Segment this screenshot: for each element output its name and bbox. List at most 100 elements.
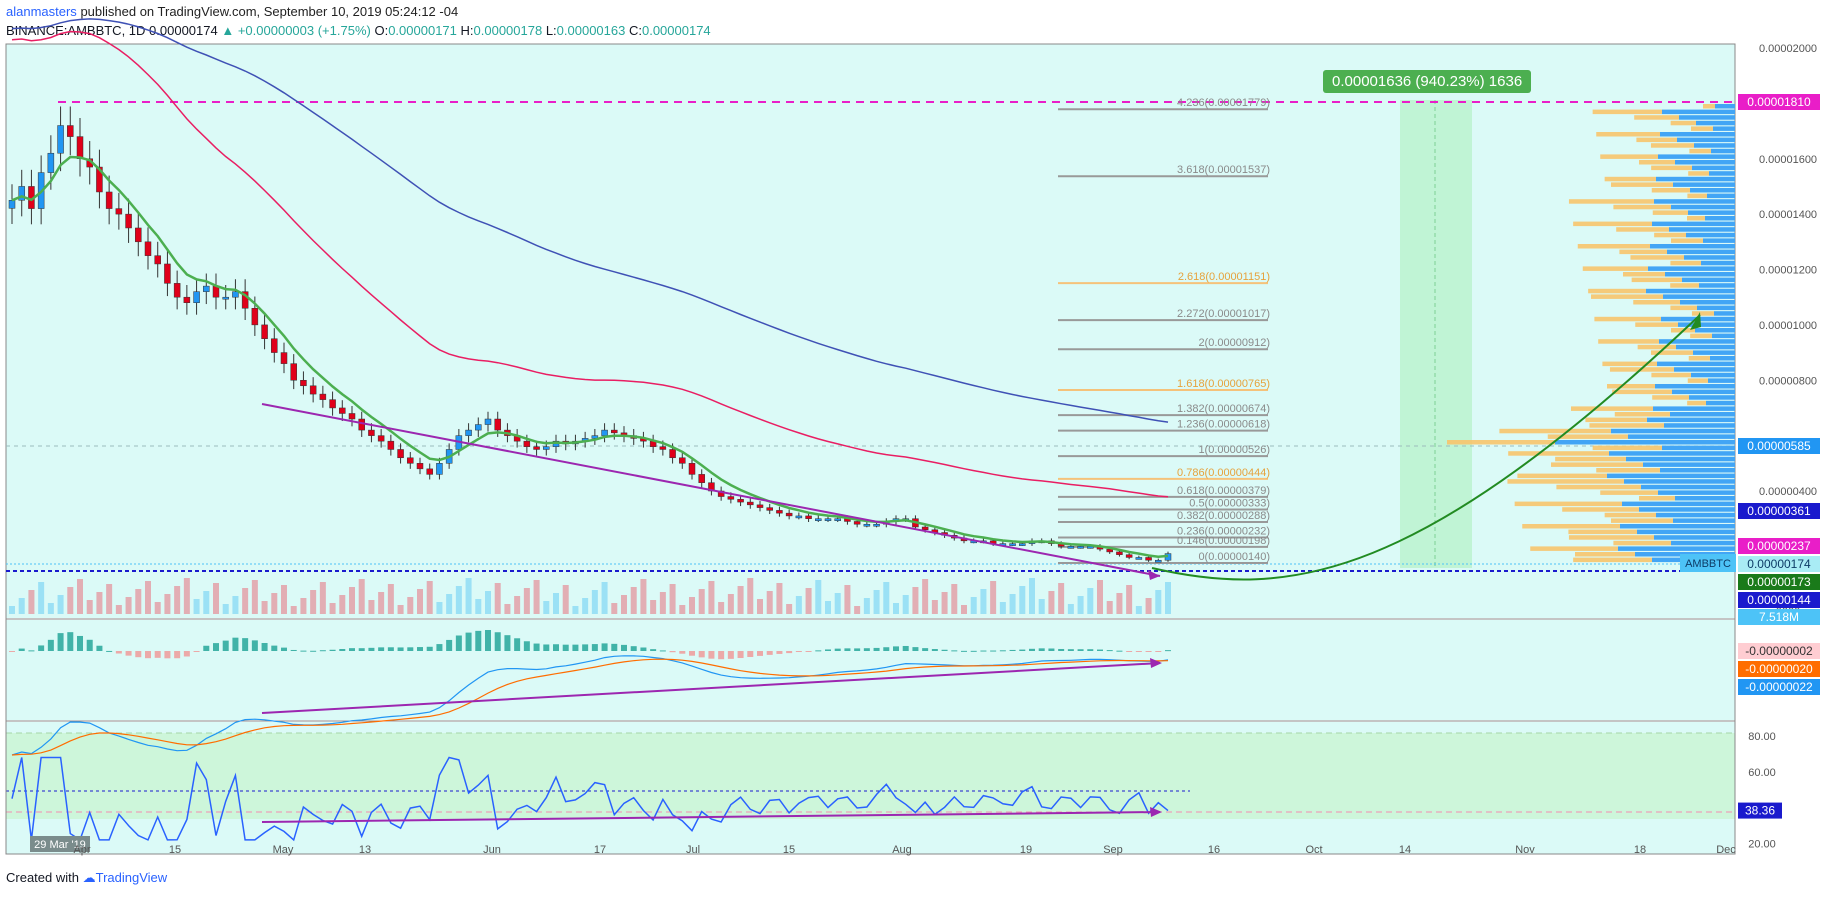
profile-bar-gold [1670, 305, 1697, 311]
macd-histogram-bar [795, 651, 802, 653]
volume-bar [222, 604, 229, 614]
candle-body [377, 435, 385, 442]
price-tick: 0.00001400 [1759, 209, 1817, 221]
volume-bar [203, 591, 210, 614]
price-label: 0.00000237 [1747, 539, 1811, 553]
profile-bar-blue [1706, 400, 1735, 406]
volume-bar [18, 598, 25, 614]
price-label-bg [1738, 503, 1820, 519]
volume-bar [553, 593, 559, 614]
profile-bar-gold [1600, 490, 1658, 495]
volume-bar [873, 590, 880, 614]
fib-label: 4.236(0.00001779) [1177, 97, 1270, 109]
macd-histogram-bar [718, 651, 725, 660]
macd-histogram-bar [193, 651, 200, 652]
profile-bar-blue [1713, 126, 1735, 131]
profile-bar-blue [1647, 417, 1735, 423]
macd-histogram-bar [1077, 649, 1084, 651]
macd-histogram-bar [38, 645, 45, 651]
volume-bar [543, 601, 550, 614]
author-link[interactable]: alanmasters [6, 4, 77, 19]
profile-bar-blue [1622, 501, 1735, 507]
time-cursor-label: 29 Mar '19 [34, 839, 86, 851]
tradingview-link[interactable]: TradingView [95, 870, 168, 885]
ema-mid-line [11, 30, 1169, 498]
profile-bar-blue [1657, 361, 1735, 367]
profile-bar-gold [1639, 496, 1675, 501]
profile-bar-blue [1611, 428, 1735, 434]
candle-body [688, 463, 696, 475]
volume-bar [961, 605, 967, 614]
profile-bar-gold [1687, 193, 1707, 199]
macd-histogram-bar [154, 651, 161, 658]
macd-histogram-bar [1126, 651, 1133, 652]
macd-histogram-bar [543, 644, 550, 651]
macd-histogram-bar [961, 650, 967, 652]
price-chart[interactable]: 4.236(0.00001779) 3.618(0.00001537) 2.618(… [0, 0, 1828, 860]
volume-bar [893, 603, 899, 614]
volume-bar [281, 585, 287, 614]
macd-histogram-bar [747, 651, 754, 657]
close-value: 0.00000174 [641, 23, 711, 38]
profile-bar-blue [1692, 165, 1735, 171]
candle-body [698, 474, 705, 483]
profile-bar-blue [1695, 328, 1735, 333]
profile-bar-gold [1596, 468, 1660, 473]
profile-bar-blue [1709, 171, 1735, 176]
volume-bar [290, 606, 297, 614]
symbol-name: BINANCE:AMBBTC, 1D [6, 23, 146, 38]
price-axis[interactable]: 0.00002000 0.00001600 0.00001400 0.00001200… [1759, 43, 1817, 618]
profile-bar-gold [1654, 232, 1686, 238]
macd-histogram-bar [514, 638, 521, 651]
volume-bar [912, 587, 919, 614]
profile-bar-blue [1697, 305, 1735, 311]
macd-histogram-bar [329, 649, 336, 651]
macd-histogram-bar [290, 649, 297, 651]
time-tick: 15 [783, 844, 795, 856]
rsi-line [11, 756, 1169, 842]
profile-bar-blue [1679, 115, 1735, 120]
volume-bar [611, 603, 618, 614]
profile-bar-blue [1626, 456, 1735, 462]
volume-bar [358, 579, 365, 614]
volume-bar [1087, 588, 1094, 614]
profile-bar-blue [1646, 288, 1735, 294]
volume-bar [854, 606, 861, 614]
price-tick: 0.00000800 [1759, 375, 1817, 387]
candle-body [387, 440, 395, 450]
profile-bar-blue [1555, 440, 1735, 445]
volume-bar [951, 584, 958, 614]
macd-histogram-bar [902, 645, 909, 651]
candle-body [523, 440, 531, 447]
macd-histogram-bar [417, 647, 423, 651]
volume-bar [1077, 596, 1084, 614]
rsi-tick: 80.00 [1748, 731, 1776, 743]
macd-histogram-bar [1009, 649, 1016, 651]
volume-bar [174, 586, 181, 614]
profile-bar-blue [1665, 272, 1735, 277]
profile-bar-gold [1633, 300, 1680, 305]
macd-histogram-bar [844, 648, 851, 651]
profile-bar-blue [1714, 311, 1735, 316]
profile-bar-gold [1703, 104, 1715, 109]
macd-histogram-bar [426, 646, 433, 651]
macd-histogram-bar [57, 633, 64, 651]
candle-body [173, 283, 181, 298]
volume-bar [271, 593, 278, 614]
macd-histogram-bar [319, 650, 326, 652]
macd-axis-labels: -0.00000002 -0.00000020 -0.00000022 [1738, 643, 1820, 695]
macd-histogram-bar [601, 643, 608, 651]
volume-bar [1106, 601, 1113, 614]
profile-bar-gold [1517, 473, 1607, 479]
profile-bar-gold [1687, 378, 1708, 383]
profile-bar-blue [1688, 210, 1735, 215]
volume-bar [1029, 578, 1035, 614]
macd-label: -0.00000022 [1745, 680, 1813, 694]
profile-bar-blue [1669, 227, 1735, 232]
macd-histogram-bar [378, 647, 385, 651]
price-tick: 0.00001000 [1759, 320, 1817, 332]
profile-bar-gold [1650, 143, 1694, 148]
volume-bar [844, 585, 851, 614]
symbol-tag-bg [1680, 554, 1736, 572]
